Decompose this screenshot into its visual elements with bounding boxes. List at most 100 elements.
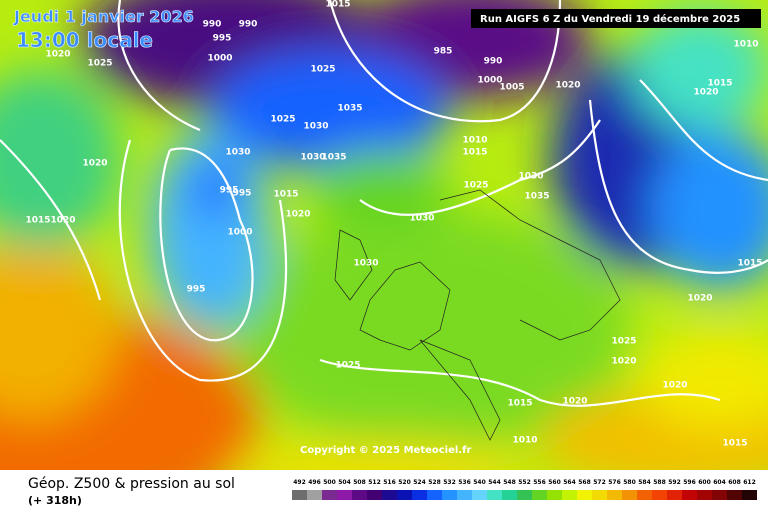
colorbar-label: 512 (368, 479, 381, 486)
isobar-label: 1010 (733, 40, 758, 50)
legend-title: Géop. Z500 & pression au sol (28, 476, 235, 492)
date: Jeudi 1 janvier 2026 (13, 7, 194, 26)
colorbar-swatch (622, 490, 637, 500)
colorbar-label: 580 (623, 479, 636, 486)
colorbar-label: 520 (398, 479, 411, 486)
colorbar-swatch (517, 490, 532, 500)
colorbar-label: 536 (458, 479, 471, 486)
colorbar: 492 496 500 504 508 512 516 520 524 528 532 536 540 5… (292, 479, 757, 500)
colorbar-label: 556 (533, 479, 546, 486)
isobar-label: 1025 (611, 337, 636, 347)
isobar-label: 1035 (524, 192, 549, 202)
isobar-label: 1025 (270, 115, 295, 125)
colorbar-swatch (697, 490, 712, 500)
colorbar-swatch (472, 490, 487, 500)
legend-lead: (+ 318h) (28, 494, 82, 507)
isobar-label: 1020 (50, 216, 75, 226)
isobar-label: 1020 (693, 88, 718, 98)
colorbar-label: 612 (743, 479, 756, 486)
isobar-label: 995 (213, 34, 232, 44)
isobar-label: 1000 (227, 228, 252, 238)
isobar-label: 1020 (82, 159, 107, 169)
colorbar-label: 508 (353, 479, 366, 486)
isobar-label: 990 (484, 57, 503, 67)
isobar-label: 1030 (303, 122, 328, 132)
isobar-label: 1020 (662, 381, 687, 391)
colorbar-swatch (397, 490, 412, 500)
isobar-label: 1020 (562, 397, 587, 407)
isobar-label: 1030 (409, 214, 434, 224)
run-info: Run AIGFS 6 Z du Vendredi 19 décembre 20… (480, 13, 740, 25)
colorbar-swatch (322, 490, 337, 500)
colorbar-label: 592 (668, 479, 681, 486)
colorbar-label: 548 (503, 479, 516, 486)
colorbar-swatch (442, 490, 457, 500)
isobar-label: 1000 (207, 54, 232, 64)
colorbar-swatch (412, 490, 427, 500)
isobar-label: 1020 (555, 81, 580, 91)
colorbar-label: 564 (563, 479, 576, 486)
colorbar-swatch (427, 490, 442, 500)
colorbar-swatch (307, 490, 322, 500)
colorbar-swatch (352, 490, 367, 500)
isobar-label: 990 (203, 20, 222, 30)
colorbar-swatch (532, 490, 547, 500)
isobar-label: 995 (187, 285, 206, 295)
colorbar-swatch (712, 490, 727, 500)
colorbar-label: 604 (713, 479, 726, 486)
isobar-label: 1020 (687, 294, 712, 304)
isobar-label: 1015 (707, 79, 732, 89)
isobar-label: 1005 (499, 83, 524, 93)
isobar-label: 990 (239, 20, 258, 30)
isobar-label: 1015 (325, 0, 350, 10)
colorbar-label: 544 (488, 479, 501, 486)
isobar-label: 1015 (737, 259, 762, 269)
colorbar-label: 516 (383, 479, 396, 486)
isobar-label: 1010 (512, 436, 537, 446)
isobar-label: 1030 (225, 148, 250, 158)
colorbar-swatch (367, 490, 382, 500)
colorbar-swatch (682, 490, 697, 500)
isobar-label: 985 (434, 47, 453, 57)
colorbar-label: 560 (548, 479, 561, 486)
colorbar-swatch (337, 490, 352, 500)
colorbar-swatch (742, 490, 757, 500)
colorbar-swatch (667, 490, 682, 500)
isobar-label: 1025 (310, 65, 335, 75)
isobar-label: 995 (220, 186, 239, 196)
isobar-label: 1035 (337, 104, 362, 114)
colorbar-swatch (382, 490, 397, 500)
isobar-label: 995 (233, 189, 252, 199)
colorbar-swatch (457, 490, 472, 500)
colorbar-swatch (292, 490, 307, 500)
colorbar-label: 496 (308, 479, 321, 486)
colorbar-label: 524 (413, 479, 426, 486)
isobar-label: 1030 (300, 153, 325, 163)
colorbar-swatch (502, 490, 517, 500)
colorbar-label: 576 (608, 479, 621, 486)
colorbar-swatch (652, 490, 667, 500)
colorbar-swatch (637, 490, 652, 500)
colorbar-label: 584 (638, 479, 651, 486)
isobar-label: 1020 (285, 210, 310, 220)
colorbar-swatch (577, 490, 592, 500)
colorbar-swatch (592, 490, 607, 500)
colorbar-label: 504 (338, 479, 351, 486)
run-box (471, 9, 761, 28)
colorbar-label: 528 (428, 479, 441, 486)
colorbar-label: 552 (518, 479, 531, 486)
colorbar-swatch (562, 490, 577, 500)
colorbar-swatch (727, 490, 742, 500)
colorbar-label: 568 (578, 479, 591, 486)
isobar-label: 1020 (45, 50, 70, 60)
isobar-label: 1030 (353, 259, 378, 269)
isobar-label: 1020 (611, 357, 636, 367)
colorbar-label: 500 (323, 479, 336, 486)
colorbar-label: 588 (653, 479, 666, 486)
isobar-label: 1025 (335, 361, 360, 371)
colorbar-label: 600 (698, 479, 711, 486)
colorbar-label: 608 (728, 479, 741, 486)
colorbar-swatch (547, 490, 562, 500)
